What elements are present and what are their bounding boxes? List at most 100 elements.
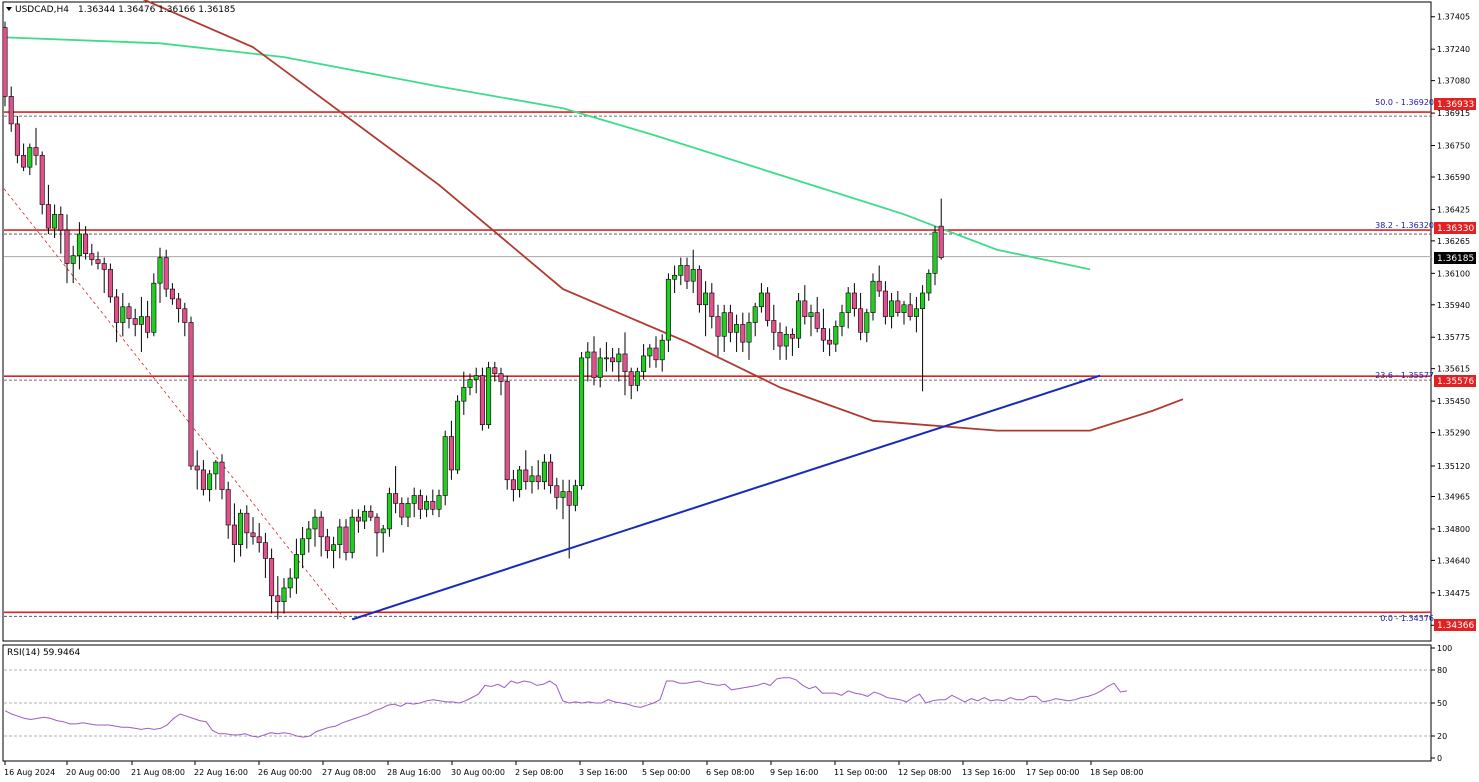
x-tick-label: 6 Sep 08:00 <box>706 768 754 777</box>
candle-bull <box>659 339 665 361</box>
rsi-tick-label: 80 <box>1437 666 1447 675</box>
candle-bull <box>331 544 337 551</box>
candle-bear <box>8 96 14 125</box>
candle-bull <box>120 306 126 323</box>
candle-bear <box>132 318 138 325</box>
candle-bull <box>913 308 919 317</box>
candle-bear <box>938 225 944 258</box>
tag-fib38-bg <box>1434 222 1476 234</box>
y-tick-label: 1.36100 <box>1437 269 1470 278</box>
candle-bull <box>442 436 448 496</box>
candle-bear <box>58 214 64 231</box>
candle-bear <box>182 308 188 323</box>
y-tick-label: 1.35775 <box>1437 333 1470 342</box>
candle-bear <box>14 123 20 156</box>
candle-bull <box>752 306 758 323</box>
candle-bear <box>318 516 324 538</box>
y-tick-label: 1.34965 <box>1437 492 1470 501</box>
candle-bull <box>52 214 58 229</box>
candle-bear <box>907 304 913 317</box>
candle-bull <box>647 347 653 357</box>
rsi-tick-label: 20 <box>1437 732 1447 741</box>
candle-bull <box>529 475 535 483</box>
x-tick-label: 2 Sep 08:00 <box>515 768 563 777</box>
x-tick-label: 26 Aug 00:00 <box>258 768 312 777</box>
candle-bull <box>424 501 430 510</box>
candle-bull <box>293 554 299 579</box>
candle-bull <box>901 304 907 313</box>
candle-bear <box>492 367 498 374</box>
candle-bull <box>238 512 244 545</box>
tag-fib23: 1.35576 <box>1437 377 1474 387</box>
candle-bear <box>622 353 628 372</box>
candle-bull <box>690 269 696 282</box>
candle-bull <box>920 292 926 310</box>
candle-bear <box>430 501 436 510</box>
candle-bull <box>796 300 802 339</box>
y-tick-label: 1.36750 <box>1437 142 1470 151</box>
candle-bull <box>287 577 293 589</box>
y-tick-label: 1.34800 <box>1437 525 1470 534</box>
candle-bull <box>27 147 33 168</box>
dropdown-triangle-icon[interactable] <box>6 7 12 11</box>
candle-bear <box>535 475 541 483</box>
candle-bear <box>765 292 771 321</box>
candle-bull <box>473 375 479 380</box>
candle-bear <box>200 469 206 490</box>
candle-bull <box>151 282 157 333</box>
x-tick-label: 30 Aug 00:00 <box>451 768 505 777</box>
candle-bull <box>839 312 845 327</box>
candle-bear <box>163 257 169 290</box>
candle-bear <box>194 465 200 471</box>
x-tick-label: 21 Aug 08:00 <box>131 768 185 777</box>
candle-bear <box>176 298 182 310</box>
header: USDCAD,H4 1.36344 1.36476 1.36166 1.3618… <box>6 5 235 15</box>
symbol-label: USDCAD,H4 <box>15 5 69 15</box>
x-tick-label: 28 Aug 16:00 <box>387 768 441 777</box>
candle-bear <box>523 469 529 483</box>
candle-bull <box>889 300 895 317</box>
tag-fib0-bg <box>1434 619 1476 631</box>
candle-bull <box>641 355 647 372</box>
candle-bear <box>510 479 516 490</box>
candle-bear <box>33 147 39 156</box>
candle-bear <box>114 296 120 323</box>
moving-averages <box>4 0 1184 432</box>
trendline-group <box>351 374 1101 621</box>
candle-bull <box>467 379 473 388</box>
candle-bear <box>95 259 101 264</box>
candle-bull <box>349 516 355 553</box>
candle-bear <box>628 371 634 386</box>
candle-bear <box>374 516 380 534</box>
candle-bear <box>39 155 45 205</box>
candle-bear <box>504 381 510 481</box>
candle-bull <box>436 495 442 510</box>
candle-bear <box>740 324 746 343</box>
candle-bear <box>269 558 275 597</box>
candle-bull <box>362 510 368 522</box>
candle-bear <box>876 280 882 292</box>
candle-bear <box>696 269 702 306</box>
tag-fib0: 1.34366 <box>1437 621 1474 631</box>
candle-bull <box>213 461 219 475</box>
candle-bear <box>169 288 175 300</box>
candle-bear <box>145 316 151 333</box>
price-tags: 1.36933 1.36330 1.36185 1.35576 1.34366 <box>1434 98 1476 631</box>
candle-bear <box>709 292 715 317</box>
x-tick-label: 20 Aug 00:00 <box>66 768 120 777</box>
candle-bear <box>417 495 423 510</box>
candle-bull <box>541 461 547 483</box>
candle-bear <box>244 512 250 534</box>
candle-bull <box>386 493 392 530</box>
candle-bear <box>343 526 349 553</box>
candle-bear <box>566 491 572 506</box>
fib38-label: 38.2 - 1.36320 <box>1375 221 1434 230</box>
candle-bear <box>820 328 826 341</box>
tag-fib50: 1.36933 <box>1437 100 1474 110</box>
candle-bull <box>157 257 163 284</box>
candle-bear <box>219 461 225 490</box>
candle-bull <box>337 526 343 545</box>
candle-bull <box>833 326 839 345</box>
candle-bear <box>368 510 374 518</box>
